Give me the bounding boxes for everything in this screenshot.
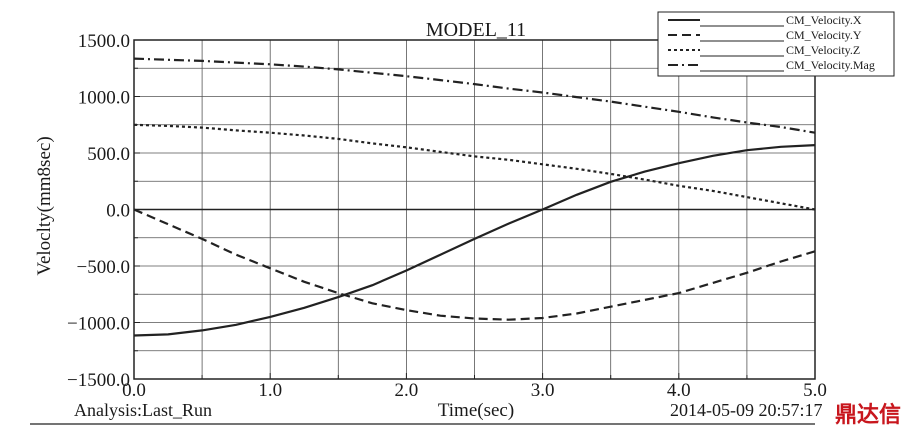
series-line-cm-velocity-mag <box>133 57 816 134</box>
x-tick-label: 0.0 <box>122 380 146 401</box>
x-tick-labels: 0.0 1.0 2.0 3.0 4.0 5.0 <box>122 380 827 401</box>
y-tick-label: −500.0 <box>77 257 130 278</box>
legend-label-cm-velocity-x: CM_Velocity.X <box>786 13 862 27</box>
series-line-cm-velocity-x <box>133 144 816 337</box>
analysis-label: Analysis:Last_Run <box>74 400 212 420</box>
y-tick-label: 500.0 <box>87 144 130 165</box>
y-tick-label: 1000.0 <box>78 88 130 109</box>
x-tick-label: 4.0 <box>667 380 691 401</box>
y-tick-label: 0.0 <box>106 201 130 222</box>
y-tick-labels: 1500.0 1000.0 500.0 0.0 −500.0 −1000.0 −1500.0 <box>67 31 130 391</box>
legend-label-cm-velocity-y: CM_Velocity.Y <box>786 28 862 42</box>
watermark-logo: 鼎达信 <box>835 402 901 428</box>
series-lines <box>133 57 816 337</box>
series-line-cm-velocity-y <box>133 208 816 321</box>
timestamp-label: 2014-05-09 20:57:17 <box>670 400 823 420</box>
x-tick-label: 3.0 <box>531 380 555 401</box>
chart-title: MODEL_11 <box>426 19 526 41</box>
legend: CM_Velocity.XCM_Velocity.YCM_Velocity.ZC… <box>657 11 895 77</box>
legend-label-cm-velocity-z: CM_Velocity.Z <box>786 43 860 57</box>
x-axis-label: Time(sec) <box>438 400 514 421</box>
x-tick-label: 5.0 <box>803 380 827 401</box>
y-tick-label: −1500.0 <box>67 370 130 391</box>
y-axis-label: Veloclty(mm8sec) <box>34 136 55 275</box>
tick-marks <box>133 39 816 380</box>
series-line-cm-velocity-z <box>133 123 816 211</box>
x-tick-label: 2.0 <box>395 380 419 401</box>
legend-label-cm-velocity-mag: CM_Velocity.Mag <box>786 58 875 72</box>
y-tick-label: 1500.0 <box>78 31 130 52</box>
x-tick-label: 1.0 <box>258 380 282 401</box>
y-tick-label: −1000.0 <box>67 314 130 335</box>
